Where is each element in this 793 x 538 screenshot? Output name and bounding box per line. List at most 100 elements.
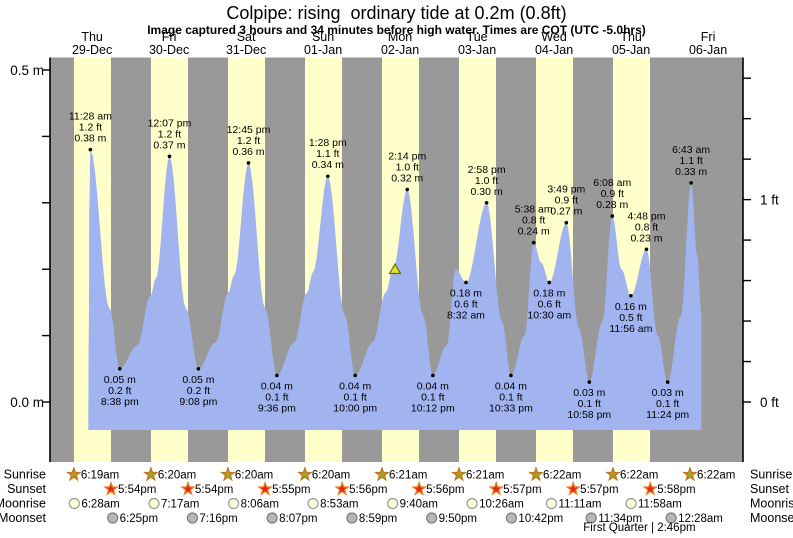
moonset-icon [505,512,518,524]
high-tide-annotation: 6:43 am [672,144,710,156]
low-tide-annotation: 0.1 ft [499,391,522,403]
day-name-label: Fri [162,30,177,44]
astro-row-label-right: Sunset [750,482,789,496]
high-tide-annotation: 5:38 am [515,204,553,216]
sunset-time-label: 5:54pm [118,484,156,496]
low-tide-annotation: 9:36 pm [258,402,296,414]
sunrise-icon [682,466,698,482]
moonrise-icon [148,497,160,510]
tide-extreme-dot [610,214,615,218]
astro-row-label-right: Moonrise [750,497,793,511]
sunset-icon [488,480,505,496]
moonset-time-label: 9:50pm [439,513,477,525]
sunset-time-label: 5:54pm [195,484,233,496]
sunrise-time-label: 6:20am [312,470,350,482]
high-tide-annotation: 0.8 ft [522,215,545,227]
tide-extreme-dot [689,181,693,185]
moonrise-icon [68,497,80,510]
high-tide-annotation: 1.2 ft [158,128,181,140]
moonset-time-label: 7:16pm [199,513,237,525]
tide-extreme-dot [484,201,489,205]
sunrise-icon [451,466,467,482]
high-tide-annotation: 0.27 m [550,206,582,218]
low-tide-annotation: 10:58 pm [567,409,611,421]
moonrise-time-label: 11:58am [638,499,682,511]
chart-subtitle: Image captured 3 hours and 34 minutes be… [147,23,646,37]
high-tide-annotation: 1.2 ft [79,122,102,134]
day-date-label: 04-Jan [535,43,573,57]
low-tide-annotation: 0.16 m [615,301,647,313]
high-tide-annotation: 1:28 pm [309,137,347,149]
moonrise-icon [625,497,637,510]
day-date-label: 05-Jan [612,43,650,57]
day-name-label: Fri [701,30,716,44]
low-tide-annotation: 0.05 m [104,374,136,386]
low-tide-annotation: 10:12 pm [411,402,455,414]
sunset-time-label: 5:55pm [272,484,310,496]
moonrise-icon [227,497,240,510]
high-tide-annotation: 3:49 pm [547,184,585,196]
moonset-time-label: 12:28am [678,513,723,525]
high-tide-annotation: 0.36 m [232,146,264,158]
low-tide-annotation: 9:08 pm [179,396,217,408]
sunrise-icon [142,466,159,482]
low-tide-annotation: 0.5 ft [619,312,642,324]
current-tide-marker-icon [388,262,402,275]
low-tide-annotation: 10:33 pm [489,402,533,414]
sunset-time-label: 5:57pm [580,484,618,496]
tide-area [88,149,702,430]
low-tide-annotation: 0.1 ft [421,391,444,403]
tide-extreme-dot [629,293,633,298]
moonset-icon [665,512,677,524]
low-tide-annotation: 0.2 ft [108,385,131,397]
day-date-label: 01-Jan [304,43,342,57]
day-date-label: 02-Jan [381,43,419,57]
sunrise-time-label: 6:19am [81,470,119,482]
astro-row-label-left: Sunrise [4,468,46,482]
low-tide-annotation: 0.6 ft [538,298,561,310]
moonrise-time-label: 7:17am [161,499,199,511]
moonrise-time-label: 8:06am [241,499,279,511]
high-tide-annotation: 4:48 pm [628,210,666,222]
high-tide-annotation: 1.0 ft [396,162,419,174]
sunset-icon [103,480,119,496]
high-tide-annotation: 1.0 ft [475,175,498,187]
moonrise-icon [545,497,558,510]
sunset-icon [257,480,274,496]
high-tide-annotation: 0.24 m [518,226,550,238]
sunset-time-label: 5:56pm [349,484,387,496]
astro-row-label-right: Sunrise [750,468,792,482]
sunset-time-label: 5:58pm [657,484,695,496]
sunset-icon [642,480,659,496]
tide-extreme-dot [196,367,201,371]
day-name-label: Tue [467,30,488,44]
low-tide-annotation: 0.18 m [533,287,565,299]
moonrise-time-label: 8:53am [320,499,358,511]
sunset-time-label: 5:56pm [426,484,464,496]
low-tide-annotation: 0.04 m [261,380,293,392]
left-axis-label: 0.5 m [10,63,44,78]
low-tide-annotation: 0.04 m [495,380,527,392]
high-tide-annotation: 0.33 m [675,166,707,178]
tide-extreme-dot [644,247,649,252]
low-tide-annotation: 0.04 m [417,380,449,392]
sunrise-icon [219,466,236,482]
low-tide-annotation: 0.04 m [339,380,371,392]
sunrise-time-label: 6:21am [466,470,504,482]
day-date-label: 06-Jan [689,43,727,57]
low-tide-annotation: 10:00 pm [333,402,377,414]
low-tide-annotation: 8:38 pm [101,396,139,408]
sunrise-time-label: 6:21am [389,470,427,482]
low-tide-annotation: 11:56 am [609,323,652,335]
sunrise-time-label: 6:22am [620,470,658,482]
moonset-icon [346,512,358,524]
day-date-label: 03-Jan [458,43,496,57]
low-tide-annotation: 11:24 pm [646,409,689,421]
day-name-label: Thu [620,30,642,44]
moonset-icon [186,512,199,524]
moonrise-time-label: 11:11am [558,499,601,511]
sunrise-time-label: 6:20am [158,470,196,482]
moonset-icon [426,512,438,524]
